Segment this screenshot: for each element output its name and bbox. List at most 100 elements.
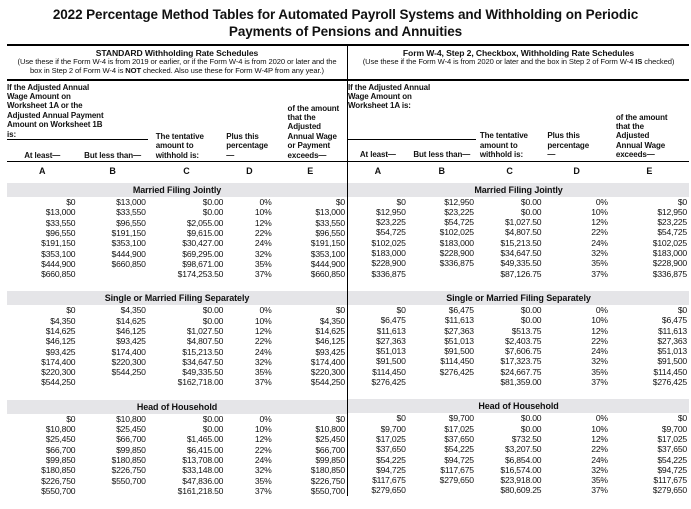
amount-cell: 22% <box>254 444 272 455</box>
amount-cell: $0.00 <box>520 196 542 207</box>
amount-cell: $0.00 <box>202 197 224 208</box>
amount-cell: $279,650 <box>652 485 687 496</box>
wage-amount-intro-text: If the Adjusted Annual Wage Amount on Wo… <box>7 82 104 139</box>
page-title-line1: 2022 Percentage Method Tables for Automa… <box>52 7 639 22</box>
amount-cell: 37% <box>591 485 608 496</box>
amount-cell: $444,900 <box>111 248 146 259</box>
amount-cell: $102,025 <box>439 227 474 238</box>
amount-cell: $13,000 <box>315 207 345 218</box>
standard-schedule-table-wrap: If the Adjusted Annual Wage Amount on Wo… <box>7 80 348 497</box>
amount-cell: $660,850 <box>111 258 146 269</box>
amount-cell: $94,725 <box>444 454 474 465</box>
bracket-row: $276,425 $81,359.00 37% $276,425 <box>348 377 689 387</box>
amount-cell: $23,225 <box>444 206 474 217</box>
amount-cell: $174,253.50 <box>177 269 224 280</box>
amount-cell: $17,025 <box>376 433 406 444</box>
amount-cell: 10% <box>591 423 608 434</box>
col-header-at-least: At least— <box>7 139 78 163</box>
amount-cell: $276,425 <box>439 366 474 377</box>
amount-cell <box>408 485 476 495</box>
filing-status-section: Single or Married Filing Separately <box>348 290 689 305</box>
amount-cell: $99,850 <box>116 444 146 455</box>
amount-cell: $226,750 <box>41 475 76 486</box>
amount-cell: $17,025 <box>657 433 687 444</box>
amount-cell: $27,363 <box>376 335 406 346</box>
filing-status-header: Married Filing Jointly <box>7 183 347 198</box>
amount-cell: $49,335.50 <box>500 258 542 269</box>
amount-cell: $46,125 <box>315 336 345 347</box>
column-letter-b: B <box>438 165 446 176</box>
checkbox-schedule-table-wrap: If the Adjusted Annual Wage Amount on Wo… <box>348 80 689 497</box>
amount-cell <box>77 486 147 496</box>
amount-cell: $25,450 <box>315 434 345 445</box>
amount-cell: $6,475 <box>448 304 474 315</box>
amount-cell: $183,000 <box>652 248 687 259</box>
amount-cell: $81,359.00 <box>500 377 542 388</box>
amount-cell: $228,900 <box>371 258 406 269</box>
amount-cell: 22% <box>254 227 272 238</box>
amount-cell: 37% <box>254 269 272 280</box>
amount-cell: $51,013 <box>444 335 474 346</box>
amount-cell: $34,647.50 <box>182 356 224 367</box>
amount-cell: $162,718.00 <box>177 377 224 388</box>
amount-cell: $99,850 <box>315 454 345 465</box>
amount-cell: 24% <box>591 346 608 357</box>
bracket-row: $0 $9,700 $0.00 0% $0 <box>348 413 689 423</box>
bracket-row: $0 $13,000 $0.00 0% $0 <box>7 197 347 207</box>
amount-cell: $11,613 <box>657 325 687 336</box>
amount-cell: $544,250 <box>41 377 76 388</box>
col-header-but-less: But less than— <box>407 139 476 162</box>
amount-cell: 32% <box>591 248 608 259</box>
amount-cell: 37% <box>591 268 608 279</box>
amount-cell: $66,700 <box>45 444 76 455</box>
amount-cell: 12% <box>591 217 608 228</box>
amount-cell: 35% <box>591 258 608 269</box>
col-header-exceeds: of the amount that the Adjusted Annual W… <box>609 80 689 162</box>
bracket-row: $14,625 $46,125 $1,027.50 12% $14,625 <box>7 326 347 336</box>
bracket-row: $279,650 $80,609.25 37% $279,650 <box>348 485 689 495</box>
bracket-row: $0 $12,950 $0.00 0% $0 <box>348 197 689 207</box>
amount-cell: $191,150 <box>41 238 76 249</box>
amount-cell: 32% <box>591 356 608 367</box>
amount-cell: $353,100 <box>310 248 345 259</box>
column-letter-c: C <box>183 166 190 177</box>
bracket-row: $33,550 $96,550 $2,055.00 12% $33,550 <box>7 218 347 228</box>
bracket-row: $336,875 $87,126.75 37% $336,875 <box>348 269 689 279</box>
amount-cell: $353,100 <box>41 248 76 259</box>
filing-status-header: Single or Married Filing Separately <box>7 291 347 306</box>
column-letters-row: A B C D E <box>7 162 347 181</box>
amount-cell: $37,650 <box>376 444 406 455</box>
amount-cell: $0.00 <box>202 315 224 326</box>
filing-status-header: Single or Married Filing Separately <box>348 290 689 305</box>
amount-cell: 0% <box>259 305 272 316</box>
amount-cell: $96,550 <box>116 217 146 228</box>
amount-cell: $0 <box>335 197 345 208</box>
column-letters-row: A B C D E <box>348 161 689 180</box>
amount-cell: $11,613 <box>376 325 406 336</box>
amount-cell: $114,450 <box>653 366 687 377</box>
amount-cell: 12% <box>254 326 272 336</box>
amount-cell: $732.50 <box>511 433 542 444</box>
bracket-row: $180,850 $226,750 $33,148.00 32% $180,850 <box>7 465 347 475</box>
amount-cell: $0 <box>677 304 687 315</box>
amount-cell: $4,350 <box>120 305 146 316</box>
amount-cell: $226,750 <box>111 465 146 476</box>
table-halves: If the Adjusted Annual Wage Amount on Wo… <box>7 80 689 497</box>
col-header-at-least: At least— <box>348 139 408 162</box>
amount-cell: 35% <box>254 258 272 269</box>
standard-subtitle-bold: NOT <box>125 65 142 75</box>
amount-cell: $14,625 <box>116 315 146 326</box>
amount-cell: $12,950 <box>657 206 687 217</box>
amount-cell: $15,213.50 <box>182 346 224 357</box>
amount-cell: $513.75 <box>511 325 542 336</box>
amount-cell: $550,700 <box>310 485 345 496</box>
bracket-row: $6,475 $11,613 $0.00 10% $6,475 <box>348 315 689 325</box>
amount-cell <box>408 377 476 387</box>
amount-cell: $0 <box>66 305 76 316</box>
column-letter-a: A <box>38 166 46 177</box>
amount-cell: $191,150 <box>111 227 146 238</box>
checkbox-withholding-table: If the Adjusted Annual Wage Amount on Wo… <box>348 80 689 496</box>
amount-cell: 0% <box>595 304 608 315</box>
amount-cell: $220,300 <box>111 356 146 367</box>
amount-cell: $7,606.75 <box>504 346 542 357</box>
